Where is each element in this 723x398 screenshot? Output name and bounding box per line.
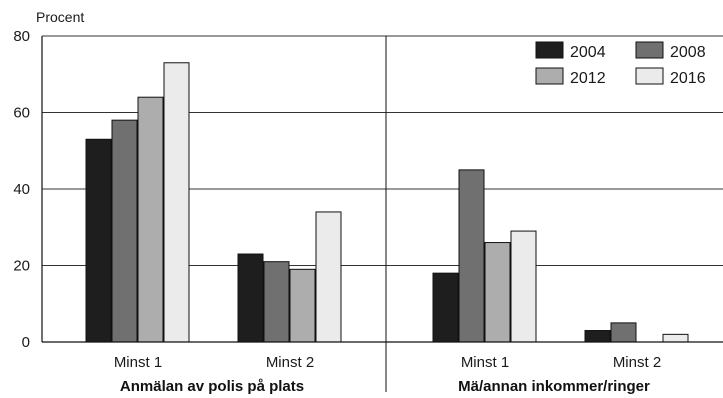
- legend-swatch-2008: [635, 41, 664, 59]
- x-tick-label-0-1: Minst 2: [266, 354, 314, 371]
- bar-2012-0-0: [137, 96, 164, 343]
- bar-2016-0-0: [163, 62, 190, 343]
- bar-2004-1-0: [432, 272, 459, 343]
- legend-swatch-2016: [635, 67, 664, 85]
- legend-label-2008: 2008: [670, 44, 706, 61]
- legend: 2004 2008 2012 2016: [535, 41, 706, 87]
- legend-label-2012: 2012: [570, 70, 606, 87]
- bars: [85, 62, 689, 343]
- group-label-1: Mä/annan inkommer/ringer: [458, 378, 650, 395]
- bar-2004-0-1: [237, 253, 264, 343]
- bar-2008-0-0: [111, 119, 138, 343]
- x-tick-label-1-0: Minst 1: [461, 354, 509, 371]
- bar-2004-1-1: [584, 330, 611, 343]
- x-tick-label-1-1: Minst 2: [613, 354, 661, 371]
- bar-2016-1-1: [662, 333, 689, 343]
- axis-labels: 0 20 40 60 80 Minst 1 Minst 2 Minst 1 Minst 2 Anm…: [13, 28, 661, 395]
- y-tick-label-80: 80: [13, 28, 30, 45]
- bar-2008-0-1: [263, 261, 290, 343]
- legend-label-2016: 2016: [670, 70, 706, 87]
- bar-2008-1-1: [610, 322, 637, 343]
- bar-2012-0-1: [289, 268, 316, 343]
- y-tick-label-40: 40: [13, 181, 30, 198]
- legend-swatch-2012: [535, 67, 564, 85]
- y-tick-label-20: 20: [13, 258, 30, 275]
- x-tick-label-0-0: Minst 1: [114, 354, 162, 371]
- y-axis-unit-label: Procent: [36, 9, 84, 25]
- y-tick-label-0: 0: [22, 334, 30, 351]
- axes: [41, 36, 723, 392]
- group-label-0: Anmälan av polis på plats: [120, 378, 304, 395]
- bar-2016-1-0: [510, 230, 537, 343]
- bar-2008-1-0: [458, 169, 485, 343]
- bar-2016-0-1: [315, 211, 342, 343]
- legend-swatch-2004: [535, 41, 564, 59]
- bar-2004-0-0: [85, 138, 112, 343]
- y-tick-label-60: 60: [13, 105, 30, 122]
- bar-2012-1-0: [484, 242, 511, 343]
- legend-label-2004: 2004: [570, 44, 606, 61]
